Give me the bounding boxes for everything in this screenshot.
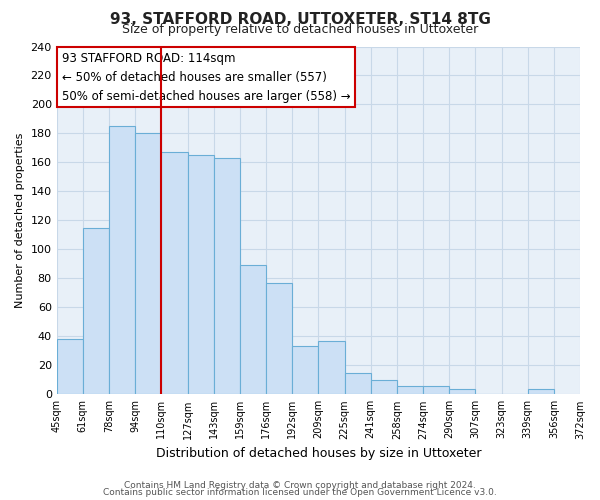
- Bar: [292, 346, 319, 395]
- Bar: [266, 282, 292, 395]
- Bar: [135, 134, 161, 394]
- Bar: [83, 228, 109, 394]
- Bar: [449, 388, 475, 394]
- Bar: [214, 158, 240, 394]
- Text: 93, STAFFORD ROAD, UTTOXETER, ST14 8TG: 93, STAFFORD ROAD, UTTOXETER, ST14 8TG: [110, 12, 490, 28]
- Bar: [319, 340, 344, 394]
- Text: 93 STAFFORD ROAD: 114sqm
← 50% of detached houses are smaller (557)
50% of semi-: 93 STAFFORD ROAD: 114sqm ← 50% of detach…: [62, 52, 350, 102]
- Text: Contains public sector information licensed under the Open Government Licence v3: Contains public sector information licen…: [103, 488, 497, 497]
- Bar: [161, 152, 187, 394]
- Bar: [423, 386, 449, 394]
- Bar: [240, 266, 266, 394]
- Bar: [371, 380, 397, 394]
- Text: Contains HM Land Registry data © Crown copyright and database right 2024.: Contains HM Land Registry data © Crown c…: [124, 480, 476, 490]
- Y-axis label: Number of detached properties: Number of detached properties: [15, 132, 25, 308]
- Bar: [397, 386, 423, 394]
- Bar: [344, 372, 371, 394]
- X-axis label: Distribution of detached houses by size in Uttoxeter: Distribution of detached houses by size …: [155, 447, 481, 460]
- Bar: [56, 339, 83, 394]
- Bar: [527, 388, 554, 394]
- Bar: [187, 155, 214, 394]
- Text: Size of property relative to detached houses in Uttoxeter: Size of property relative to detached ho…: [122, 24, 478, 36]
- Bar: [109, 126, 135, 394]
